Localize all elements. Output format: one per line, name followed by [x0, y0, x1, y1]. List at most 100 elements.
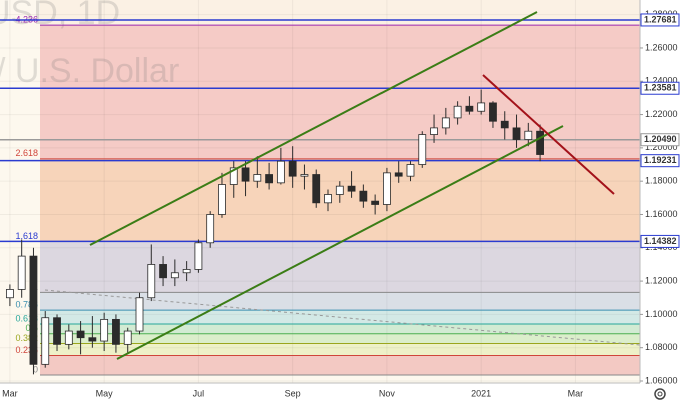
candle-body: [276, 160, 285, 184]
price-label-box: [640, 133, 680, 147]
fib-label: 0.382: [15, 333, 38, 343]
candle-body: [383, 172, 391, 205]
y-tick-label: 1.06000: [645, 375, 678, 385]
candle-body: [441, 117, 450, 129]
candle-body: [112, 318, 120, 345]
y-tick-label: 1.26000: [645, 42, 678, 52]
y-tick-label: 1.10000: [645, 309, 678, 319]
watermark-subtitle: / U.S. Dollar: [0, 52, 179, 90]
fib-zone: [40, 0, 640, 26]
channel-upper: [89, 11, 538, 246]
candle-body: [206, 214, 215, 244]
candle-body: [324, 194, 332, 204]
candle-body: [359, 190, 368, 202]
settings-icon[interactable]: [654, 388, 666, 400]
watermark-title: USD, 1D: [0, 0, 120, 32]
price-label-box: [640, 234, 680, 248]
candle-body: [229, 167, 238, 185]
axes: 1.060001.080001.100001.120001.140001.160…: [2, 9, 680, 398]
candle-body: [147, 264, 156, 299]
candle-body: [524, 130, 533, 140]
candle-body: [500, 120, 509, 129]
fib-zone: [40, 343, 640, 356]
candle-body: [536, 130, 544, 155]
candle-body: [300, 174, 309, 177]
price-label-box: [640, 154, 680, 168]
grid: [0, 0, 640, 383]
candle-body: [194, 242, 203, 270]
candle-body: [64, 330, 73, 345]
fib-zone: [40, 292, 640, 311]
candle-body: [29, 255, 38, 365]
price-label-box: [640, 81, 680, 95]
x-tick-label: May: [96, 388, 114, 398]
y-tick-label: 1.12000: [645, 275, 678, 285]
x-axis-panel: [0, 383, 640, 403]
fib-zone: [40, 333, 640, 344]
candle-body: [159, 264, 167, 279]
candle-body: [489, 102, 497, 122]
x-tick-label: Nov: [379, 388, 396, 398]
y-tick-label: 1.18000: [645, 176, 678, 186]
candle-body: [88, 337, 97, 342]
fib-zone: [40, 324, 640, 334]
price-label: 1.27681: [644, 14, 677, 24]
y-tick-label: 1.24000: [645, 76, 678, 86]
candle-body: [418, 134, 427, 165]
x-tick-label: Mar: [2, 388, 18, 398]
price-label: 1.14382: [644, 236, 677, 246]
fib-zone: [40, 241, 640, 293]
candle-body: [182, 269, 191, 274]
fib-label: 0: [33, 364, 38, 374]
fib-zone: [40, 25, 640, 159]
y-tick-label: 1.08000: [645, 342, 678, 352]
x-tick-label: Jul: [193, 388, 205, 398]
candle-body: [17, 255, 26, 290]
price-label: 1.23581: [644, 83, 677, 93]
resistance-line: [482, 74, 615, 195]
candle-body: [218, 184, 226, 215]
price-label-box: [640, 13, 680, 27]
candle-body: [135, 297, 144, 332]
candle-body: [288, 160, 297, 177]
price-label: 1.19231: [644, 155, 677, 165]
y-axis-panel: [640, 0, 680, 403]
x-tick-label: Mar: [568, 388, 584, 398]
candle-body: [76, 330, 85, 339]
y-tick-label: 1.22000: [645, 109, 678, 119]
candle-body: [453, 105, 462, 119]
channel-lower: [116, 125, 564, 360]
candle-body: [265, 174, 274, 184]
y-tick-label: 1.20000: [645, 142, 678, 152]
candle-body: [430, 127, 438, 135]
candle-body: [53, 317, 61, 345]
candle-body: [41, 317, 50, 365]
candle-body: [312, 174, 321, 204]
fib-label: 0.236: [15, 345, 38, 355]
candle-body: [347, 185, 356, 192]
candle-body: [371, 200, 380, 205]
candle-body: [465, 105, 474, 112]
fib-zone: [40, 355, 640, 376]
fib-label: 0.618: [15, 313, 38, 323]
price-label: 1.20490: [644, 134, 677, 144]
candle-body: [335, 185, 344, 195]
y-tick-label: 1.16000: [645, 209, 678, 219]
candle-body: [100, 318, 109, 342]
fib-label: 0.786: [15, 299, 38, 309]
candle-body: [253, 174, 262, 182]
x-tick-label: Sep: [285, 388, 301, 398]
candle-body: [241, 167, 250, 182]
candle-body: [123, 330, 132, 345]
candle-body: [394, 172, 403, 177]
fib-label: 2.618: [15, 148, 38, 158]
candles: [5, 89, 544, 375]
candle-body: [512, 127, 521, 140]
candle-body: [5, 289, 14, 299]
candle-body: [477, 102, 486, 112]
x-tick-label: 2021: [471, 388, 491, 398]
candle-body: [406, 164, 415, 177]
candle-body: [170, 272, 179, 279]
